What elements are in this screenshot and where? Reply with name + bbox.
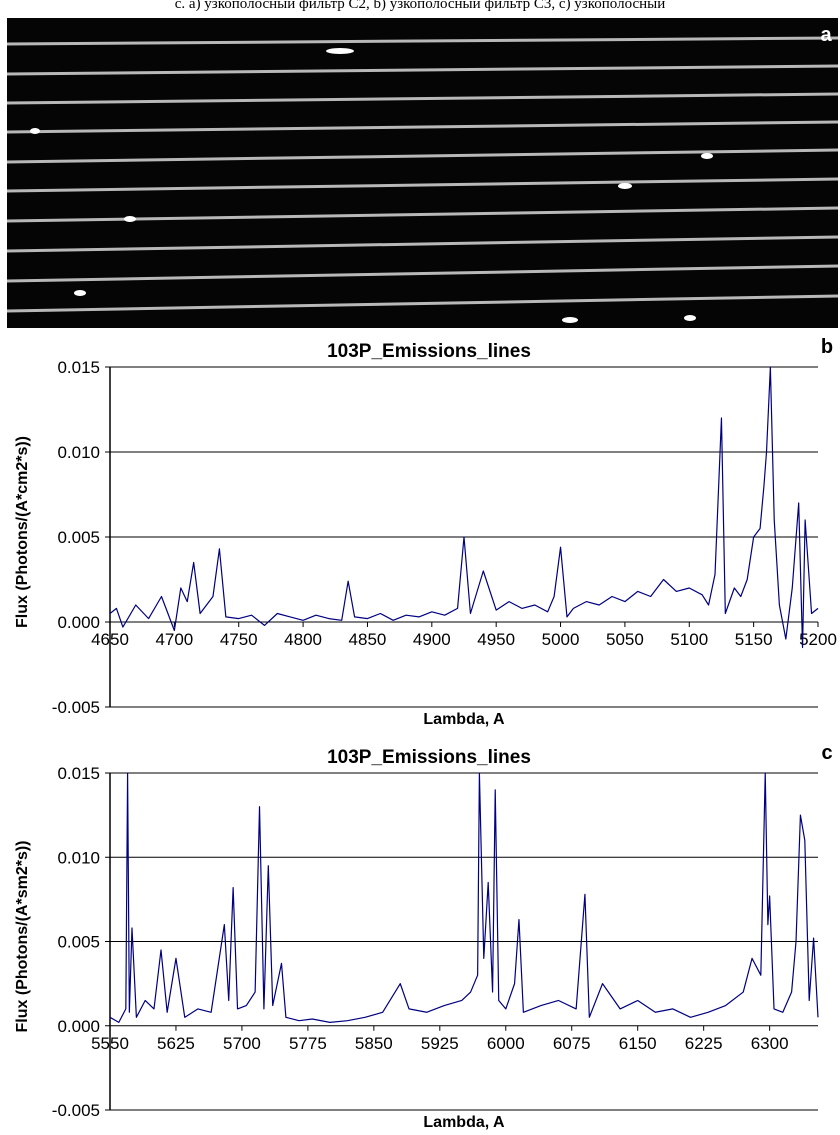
x-tick-label: 5050 (606, 630, 644, 649)
x-tick-label: 4950 (477, 630, 515, 649)
chart-title: 103P_Emissions_lines (327, 747, 531, 768)
y-tick-label: 0.010 (57, 848, 100, 867)
y-axis-label: Flux (Photons/(A*sm2*s)) (14, 840, 31, 1032)
x-tick-label: 4850 (349, 630, 387, 649)
x-axis-label: Lambda, A (423, 711, 505, 728)
x-tick-label: 5100 (670, 630, 708, 649)
panel-label: a (820, 24, 832, 46)
chart-title: 103P_Emissions_lines (327, 341, 531, 362)
x-tick-label: 5200 (799, 630, 837, 649)
x-tick-label: 6075 (553, 1034, 591, 1053)
image-panel: a (6, 18, 839, 328)
bright-spots (30, 48, 713, 323)
x-tick-label: 5775 (289, 1034, 327, 1053)
x-tick-label: 6150 (619, 1034, 657, 1053)
x-tick-label: 5925 (421, 1034, 459, 1053)
image-background (7, 18, 838, 328)
y-tick-label: 0.015 (57, 358, 100, 377)
x-tick-label: 6225 (685, 1034, 723, 1053)
y-tick-label: 0.005 (57, 528, 100, 547)
x-tick-label: 4700 (155, 630, 193, 649)
y-tick-label: 0.005 (57, 933, 100, 952)
x-axis-label: Lambda, A (423, 1114, 505, 1131)
x-tick-label: 4800 (284, 630, 322, 649)
y-tick-label: 0.000 (57, 613, 100, 632)
x-tick-label: 6300 (751, 1034, 789, 1053)
x-tick-label: 6000 (487, 1034, 525, 1053)
y-tick-label: -0.005 (52, 698, 100, 717)
spectrum-line (110, 366, 819, 649)
x-tick-label: 4750 (220, 630, 258, 649)
y-axis-label: Flux (Photons/(A*cm2*s)) (14, 436, 31, 628)
x-tick-label: 5700 (223, 1034, 261, 1053)
y-tick-label: 0.010 (57, 443, 100, 462)
fiber-spectra (6, 36, 839, 313)
y-tick-label: -0.005 (52, 1101, 100, 1120)
x-tick-label: 5850 (355, 1034, 393, 1053)
x-tick-label: 5150 (735, 630, 773, 649)
spectrum-line (110, 772, 819, 1023)
x-tick-label: 5550 (91, 1034, 129, 1053)
y-tick-label: 0.015 (57, 764, 100, 783)
x-tick-label: 4650 (91, 630, 129, 649)
panel-label: b (821, 336, 833, 358)
caption: с. a) узкополосный фильтр C2, b) узкопол… (175, 0, 666, 12)
x-tick-label: 4900 (413, 630, 451, 649)
panel-label: c (821, 742, 832, 764)
x-tick-label: 5000 (542, 630, 580, 649)
y-tick-label: 0.000 (57, 1017, 100, 1036)
x-tick-label: 5625 (157, 1034, 195, 1053)
